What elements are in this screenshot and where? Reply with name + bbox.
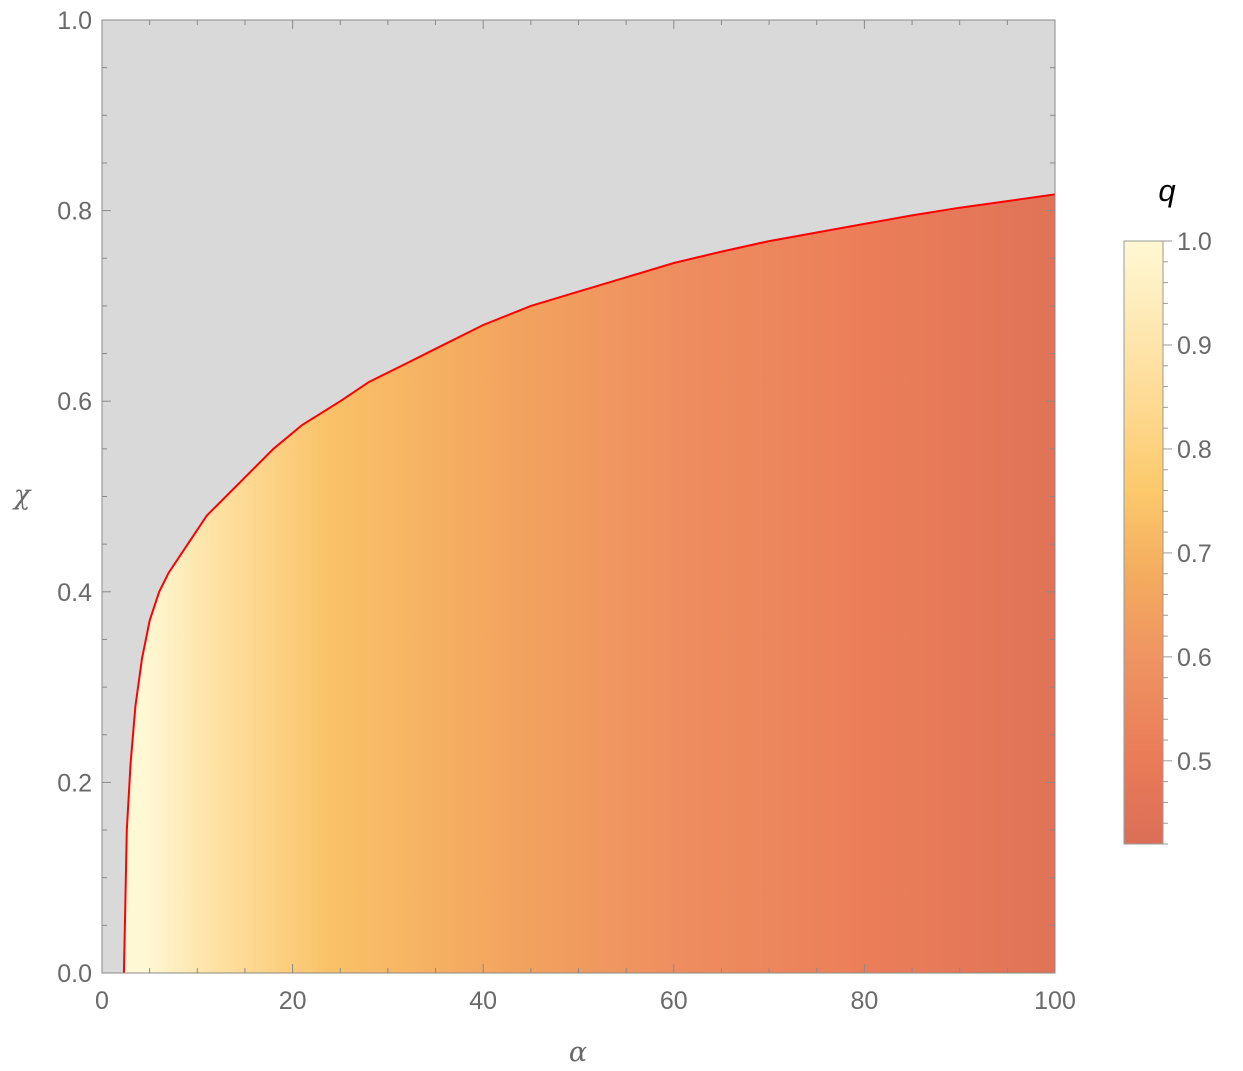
y-axis-label: χ <box>12 480 32 511</box>
colorbar-tick-label: 0.7 <box>1177 540 1212 568</box>
colorbar-tick-label: 1.0 <box>1177 228 1212 256</box>
x-tick-label: 60 <box>660 987 688 1015</box>
colorbar-tick-label: 0.5 <box>1177 748 1212 776</box>
colorbar <box>1123 240 1164 845</box>
x-tick-label: 20 <box>279 987 307 1015</box>
feasible-region-fill <box>123 194 1055 973</box>
boundary-curve <box>122 193 1056 974</box>
y-tick-label: 0.8 <box>57 198 92 226</box>
y-tick-label: 0.2 <box>57 769 92 797</box>
x-axis-label: α <box>569 1037 587 1068</box>
colorbar-tick-label: 0.6 <box>1177 644 1212 672</box>
colorbar-title: q <box>1158 173 1176 208</box>
colorbar-ticks: 0.5 0.6 0.7 0.8 0.9 1.0 <box>1163 228 1212 845</box>
x-tick-label: 40 <box>469 987 497 1015</box>
y-tick-label: 0.0 <box>57 960 92 988</box>
y-tick-label: 0.6 <box>57 388 92 416</box>
colorbar-tick-label: 0.9 <box>1177 332 1212 360</box>
plot-frame <box>101 19 1056 974</box>
y-tick-label: 0.4 <box>57 579 92 607</box>
x-tick-label: 80 <box>850 987 878 1015</box>
y-tick-labels: 0.0 0.2 0.4 0.6 0.8 1.0 <box>57 7 92 988</box>
frame-ticks <box>101 19 1056 974</box>
y-tick-label: 1.0 <box>57 7 92 35</box>
x-tick-label: 100 <box>1034 987 1076 1015</box>
x-tick-labels: 0 20 40 60 80 100 <box>95 987 1076 1015</box>
colorbar-tick-label: 0.8 <box>1177 436 1212 464</box>
x-tick-label: 0 <box>95 987 109 1015</box>
